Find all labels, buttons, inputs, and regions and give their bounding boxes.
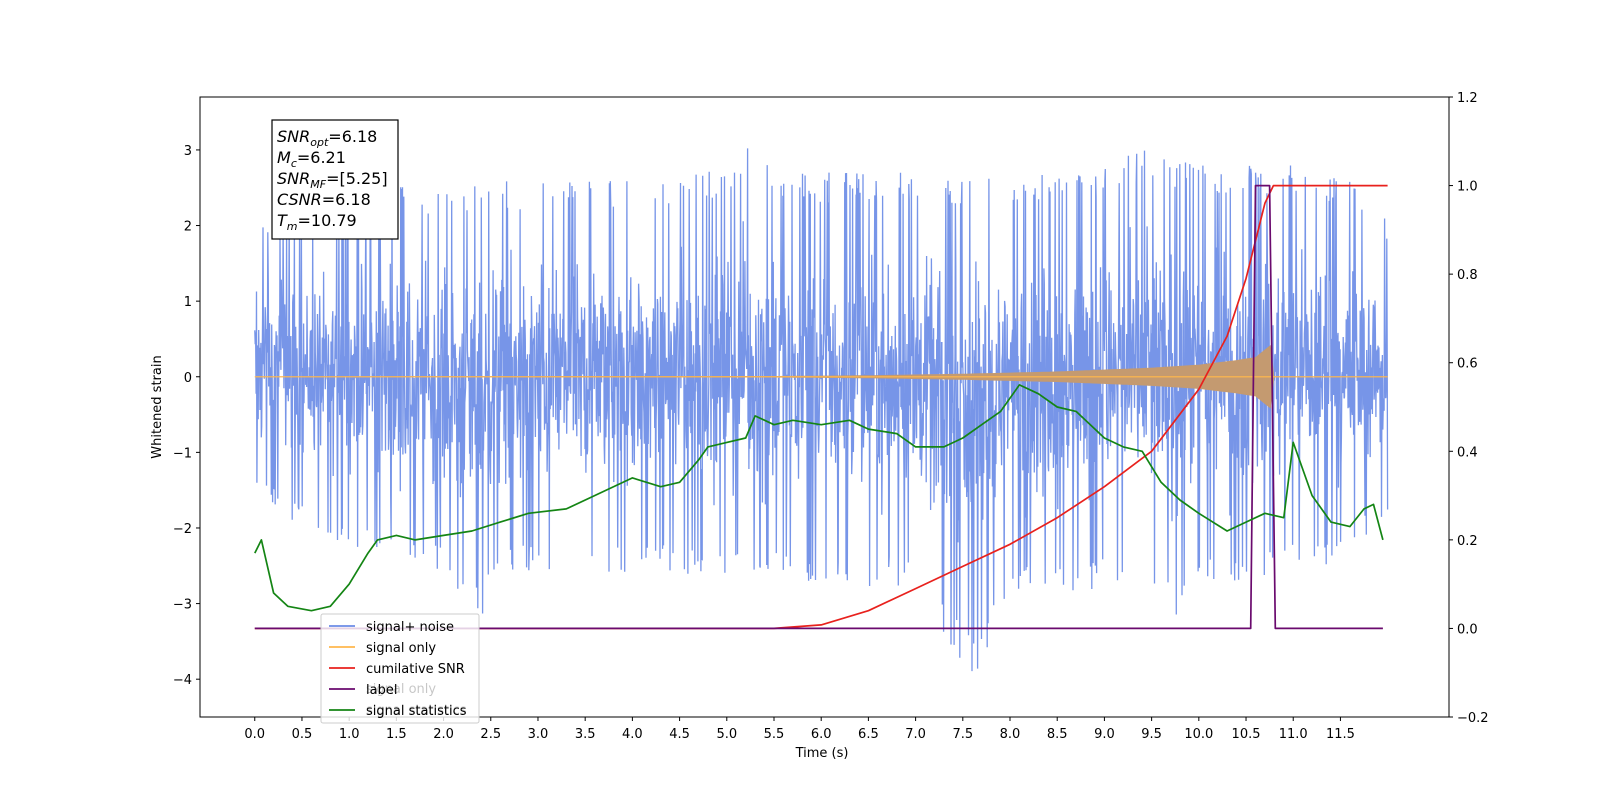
x-tick-label: 4.0: [622, 727, 643, 742]
y-axis-left-ticks: −4 −3 −2 −1 0 1 2 3: [173, 144, 200, 688]
y-left-tick-label: −3: [173, 598, 192, 613]
x-tick-label: 7.5: [952, 727, 973, 742]
legend-ghost-label: signal only: [366, 682, 436, 697]
y-axis-right-ticks: −0.2 0.0 0.2 0.4 0.6 0.8 1.0 1.2: [1449, 91, 1489, 726]
x-tick-label: 3.0: [528, 727, 549, 742]
y-left-tick-label: 0: [184, 371, 192, 386]
legend: signal only signal statistics signal+ nois…: [320, 613, 480, 724]
x-tick-label: 10.5: [1232, 727, 1261, 742]
y-axis-label: Whitened strain: [150, 355, 165, 458]
legend-label: label: [366, 683, 397, 698]
plot-frame: [199, 96, 1450, 718]
x-tick-label: 5.5: [764, 727, 785, 742]
signal-statistics-line: [254, 384, 1384, 612]
y-right-tick-label: −0.2: [1457, 711, 1489, 726]
x-tick-label: 2.0: [433, 727, 454, 742]
legend-label: signal+ noise: [366, 620, 454, 635]
info-box-line: Tm=10.79: [277, 211, 357, 233]
y-right-tick-label: 0.4: [1457, 445, 1478, 460]
signal-only-series: [254, 345, 1388, 409]
x-tick-label: 1.5: [386, 727, 407, 742]
x-tick-label: 3.5: [575, 727, 596, 742]
y-left-tick-label: 2: [184, 220, 192, 235]
legend-ghost-label: signal statistics: [366, 703, 467, 718]
y-left-tick-label: −1: [173, 446, 192, 461]
info-box-line: CSNR=6.18: [277, 190, 371, 209]
info-box-line: Mc=6.21: [277, 148, 346, 170]
y-right-tick-label: 0.0: [1457, 622, 1478, 637]
x-tick-label: 7.0: [905, 727, 926, 742]
x-tick-label: 1.0: [339, 727, 360, 742]
y-right-tick-label: 0.6: [1457, 357, 1478, 372]
signal-noise-series: [254, 148, 1389, 672]
x-tick-label: 8.5: [1047, 727, 1068, 742]
x-tick-label: 8.0: [1000, 727, 1021, 742]
y-left-tick-label: −2: [173, 522, 192, 537]
x-tick-label: 10.0: [1184, 727, 1213, 742]
x-axis-label: Time (s): [795, 746, 849, 761]
legend-label: cumilative SNR: [366, 662, 465, 677]
right-axis-series: [254, 184, 1388, 630]
y-right-tick-label: 0.8: [1457, 268, 1478, 283]
info-box-line: SNRopt=6.18: [277, 127, 377, 149]
info-box-frame: [271, 119, 399, 240]
y-right-tick-label: 0.2: [1457, 534, 1478, 549]
legend-label: signal statistics: [366, 704, 467, 719]
x-tick-label: 5.0: [716, 727, 737, 742]
y-left-tick-label: 1: [184, 295, 192, 310]
x-tick-label: 0.5: [292, 727, 313, 742]
legend-label: signal only: [366, 641, 436, 656]
x-axis-ticks: 0.0 0.5 1.0 1.5 2.0 2.5 3.0 3.5 4.0 4.5 5.0 5.5 6.0 6…: [244, 717, 1355, 742]
y-left-tick-label: −4: [173, 673, 192, 688]
x-tick-label: 11.5: [1326, 727, 1355, 742]
x-tick-label: 11.0: [1279, 727, 1308, 742]
y-right-tick-label: 1.2: [1457, 91, 1478, 106]
x-tick-label: 9.0: [1094, 727, 1115, 742]
x-tick-label: 6.5: [858, 727, 879, 742]
signal-noise-line: [254, 148, 1389, 672]
x-tick-label: 4.5: [669, 727, 690, 742]
y-right-tick-label: 1.0: [1457, 180, 1478, 195]
x-tick-label: 6.0: [811, 727, 832, 742]
info-box-line: SNRMF=[5.25]: [277, 169, 388, 191]
y-left-tick-label: 3: [184, 144, 192, 159]
legend-frame: [320, 613, 480, 724]
x-tick-label: 9.5: [1141, 727, 1162, 742]
x-tick-label: 2.5: [480, 727, 501, 742]
x-tick-label: 0.0: [244, 727, 265, 742]
label-line: [254, 184, 1383, 630]
